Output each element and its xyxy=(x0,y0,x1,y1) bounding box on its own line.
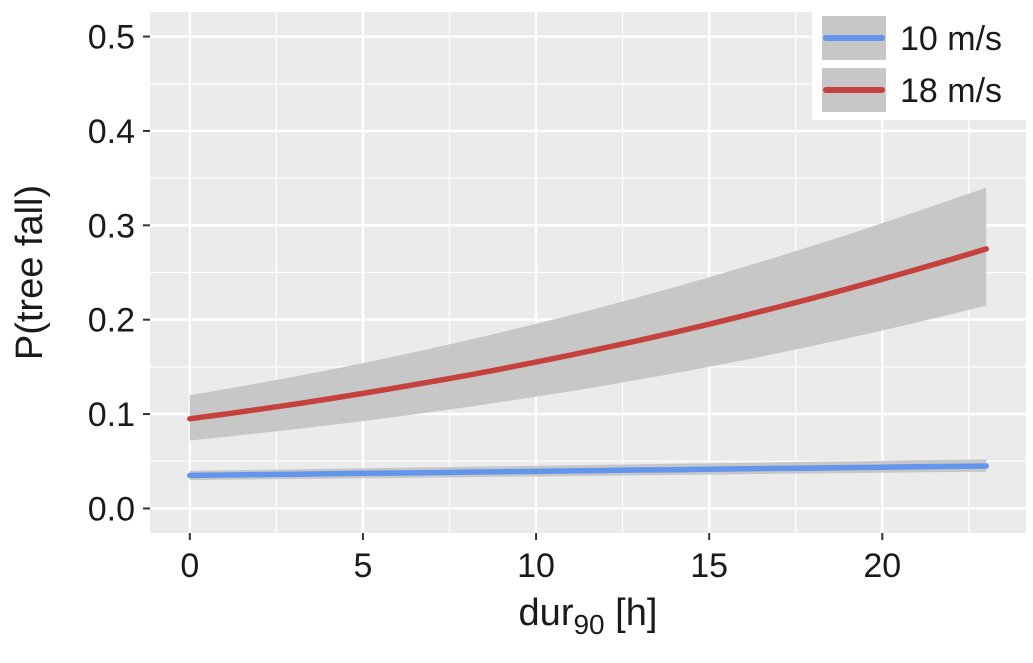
y-axis-title: P(tree fall) xyxy=(9,185,51,360)
y-tick-label: 0.2 xyxy=(88,302,135,340)
x-tick-label: 15 xyxy=(690,547,728,585)
line-10-m-s xyxy=(187,463,989,479)
y-tick-label: 0.4 xyxy=(88,113,135,151)
legend-label-10-m-s: 10 m/s xyxy=(900,20,1002,58)
x-tick-label: 0 xyxy=(180,547,199,585)
legend-label-18-m-s: 18 m/s xyxy=(900,72,1002,110)
x-tick-label: 5 xyxy=(353,547,372,585)
y-tick-label: 0.3 xyxy=(88,207,135,245)
x-tick-label: 20 xyxy=(863,547,901,585)
x-axis-title: dur90 [h] xyxy=(519,592,658,640)
y-tick-label: 0.5 xyxy=(88,19,135,57)
x-tick-label: 10 xyxy=(517,547,555,585)
y-tick-label: 0.1 xyxy=(88,396,135,434)
ribbon-18-m-s xyxy=(189,187,987,441)
line-18-m-s xyxy=(187,246,989,422)
y-tick-label: 0.0 xyxy=(88,490,135,528)
